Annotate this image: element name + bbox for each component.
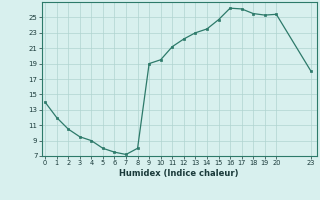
X-axis label: Humidex (Indice chaleur): Humidex (Indice chaleur) bbox=[119, 169, 239, 178]
